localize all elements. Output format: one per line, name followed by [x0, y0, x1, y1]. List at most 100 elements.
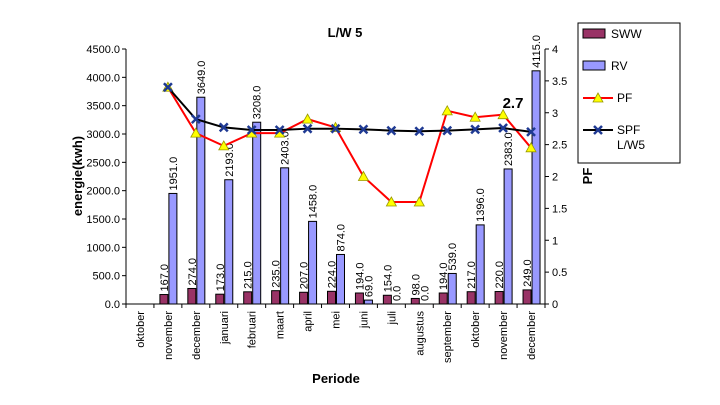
- data-label-sww: 173.0: [215, 264, 227, 292]
- data-label-sww: 220.0: [494, 261, 506, 289]
- y-tick-label: 4500.0: [86, 44, 120, 56]
- data-label-rv: 3208.0: [252, 86, 264, 120]
- x-tick-label: november: [163, 311, 175, 360]
- point-spf: [470, 124, 481, 135]
- point-spf: [163, 82, 173, 93]
- data-label-sww: 215.0: [243, 261, 255, 289]
- bar-sww: [215, 293, 225, 305]
- bar-sww: [271, 290, 281, 305]
- x-tick-label: juni: [358, 311, 370, 329]
- y2-axis-title: PF: [580, 168, 595, 185]
- x-tick-label: juli: [386, 311, 398, 325]
- data-label-sww: 224.0: [327, 261, 339, 289]
- data-label-rv: 0.0: [419, 286, 431, 301]
- x-tick-label: oktober: [135, 311, 147, 348]
- bar-sww: [187, 287, 197, 305]
- x-tick-label: augustus: [414, 311, 426, 356]
- bar-sww: [494, 291, 504, 305]
- data-label-sww: 194.0: [354, 262, 366, 290]
- y2-tick-label: 1: [552, 235, 558, 247]
- x-tick-label: november: [498, 311, 510, 360]
- plot-area: [126, 49, 545, 304]
- point-pf: [441, 105, 453, 116]
- data-label-rv: 69.0: [363, 276, 375, 297]
- x-tick-label: september: [442, 311, 454, 363]
- point-pf: [497, 108, 509, 120]
- data-label-rv: 4115.0: [531, 35, 543, 68]
- data-label-rv: 2193.0: [224, 143, 236, 177]
- legend-label-spf-l-w5: SPF: [617, 123, 640, 137]
- bar-sww: [299, 291, 309, 305]
- data-label-rv: 1396.0: [475, 188, 487, 222]
- point-spf: [302, 123, 313, 134]
- plot-layer: 0.0500.01000.01500.02000.02500.03000.035…: [86, 35, 567, 363]
- bar-rv: [168, 192, 178, 305]
- y-tick-label: 3000.0: [86, 129, 120, 141]
- x-tick-label: december: [191, 311, 203, 360]
- series-line-pf: [167, 86, 532, 203]
- bar-rv: [308, 220, 318, 305]
- point-pf: [357, 170, 370, 181]
- legend-marker-pf: [592, 92, 604, 103]
- point-pf: [385, 196, 398, 207]
- y2-tick-label: 3.5: [552, 76, 567, 88]
- bar-sww: [354, 292, 364, 305]
- bar-sww: [327, 290, 336, 305]
- x-tick-label: mei: [331, 311, 343, 329]
- legend-box: [577, 22, 681, 164]
- point-pf: [218, 140, 230, 151]
- point-pf: [413, 196, 425, 207]
- point-pf: [301, 113, 314, 124]
- data-label-sww: 235.0: [271, 260, 283, 288]
- point-spf: [358, 124, 369, 135]
- y-tick-label: 500.0: [92, 271, 120, 283]
- data-label-rv: 874.0: [336, 224, 348, 252]
- data-label-sww: 167.0: [159, 264, 171, 292]
- x-tick-label: oktober: [470, 311, 482, 348]
- x-tick-label: maart: [275, 311, 287, 339]
- data-label-sww: 98.0: [410, 274, 422, 295]
- legend-label-sww: SWW: [611, 27, 642, 41]
- legend-marker-spf-l-w5: [593, 125, 603, 135]
- data-label-rv: 1951.0: [168, 157, 180, 191]
- y2-tick-label: 0.5: [552, 267, 567, 279]
- bar-sww: [159, 294, 169, 305]
- data-label-sww: 194.0: [438, 262, 450, 290]
- x-tick-label: februari: [247, 311, 259, 348]
- data-label-sww: 217.0: [466, 261, 478, 289]
- data-label-sww: 274.0: [187, 258, 199, 286]
- y-tick-label: 1500.0: [86, 214, 120, 226]
- x-tick-label: januari: [219, 311, 231, 345]
- bar-rv: [475, 224, 485, 305]
- bar-sww: [410, 297, 420, 305]
- x-tick-label: april: [303, 311, 315, 332]
- legend-label-spf-l-w5: L/W5: [617, 138, 645, 152]
- data-label-rv: 539.0: [447, 243, 459, 271]
- legend-swatch-sww: [582, 28, 606, 39]
- point-spf: [274, 125, 285, 135]
- point-spf: [414, 126, 425, 137]
- bar-rv: [336, 253, 345, 305]
- y-axis-title: energie(kwh): [70, 136, 85, 216]
- bar-sww: [243, 291, 253, 305]
- bar-rv: [363, 299, 373, 305]
- legend-swatch-rv: [582, 60, 606, 71]
- y2-tick-label: 4: [552, 44, 558, 56]
- bar-rv: [224, 179, 234, 305]
- bar-sww: [382, 294, 392, 305]
- bar-sww: [466, 291, 476, 305]
- point-spf: [498, 123, 508, 133]
- data-label-rv: 0.0: [391, 286, 403, 301]
- data-label-rv: 3649.0: [196, 61, 208, 95]
- data-label-rv: 2403.0: [280, 131, 292, 165]
- annotation-label: 2.7: [503, 95, 524, 112]
- data-label-sww: 249.0: [522, 259, 534, 287]
- point-spf: [386, 125, 397, 136]
- bar-rv: [503, 168, 513, 305]
- bar-rv: [196, 96, 206, 305]
- legend-label-pf: PF: [617, 91, 632, 105]
- y-tick-label: 4000.0: [86, 72, 120, 84]
- point-spf: [218, 122, 229, 133]
